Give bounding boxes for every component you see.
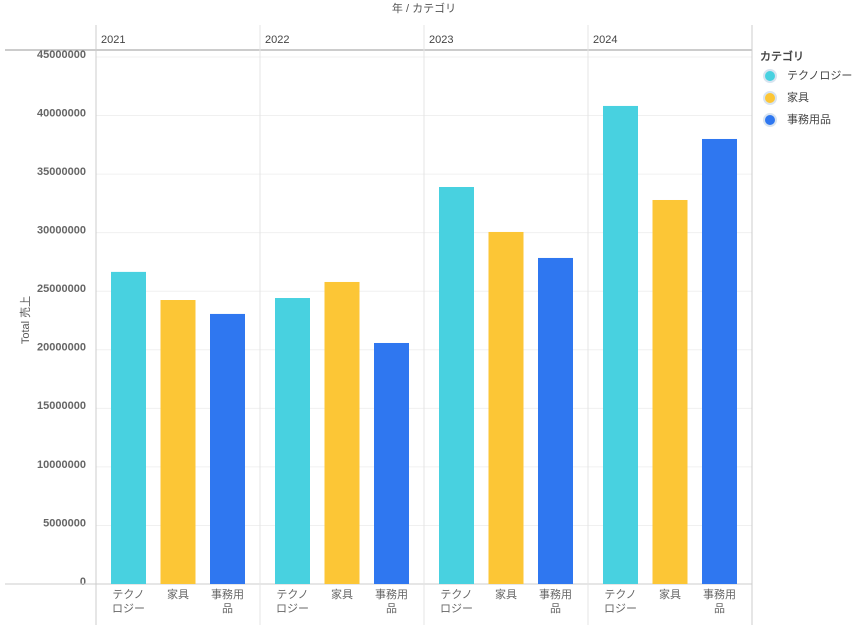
x-tick-label: 家具 [495,589,517,601]
y-tick-label: 0 [80,576,86,588]
bar [538,257,573,584]
y-tick-label: 15000000 [37,400,86,412]
y-tick-label: 40000000 [37,107,86,119]
y-axis-label: Total 売上 [19,296,32,344]
x-tick-label: テクノロジー [112,589,145,615]
legend-label: 事務用品 [787,112,831,126]
bar [702,138,737,584]
legend-swatch [763,69,777,83]
legend-swatch [763,113,777,127]
bar [324,281,360,584]
x-tick-label: 家具 [331,589,353,601]
y-tick-label: 30000000 [37,225,86,237]
bar [160,300,196,584]
legend-swatch [763,91,777,105]
x-tick-label: テクノロジー [604,589,637,615]
legend-label: 家具 [787,90,809,104]
legend-label: テクノロジー [787,69,852,82]
x-tick-label: 家具 [167,589,189,601]
bar [275,298,310,584]
bar [603,105,638,584]
x-axis-label: 年 / カテゴリ [392,1,456,15]
bar [374,342,409,584]
x-tick-label: テクノロジー [440,589,473,615]
y-tick-label: 5000000 [43,517,86,529]
bar [439,186,474,584]
bar [210,313,245,584]
x-tick-label: 事務用品 [703,589,736,615]
facet-label: 2022 [265,34,289,46]
x-tick-label: 事務用品 [211,589,244,615]
y-tick-label: 35000000 [37,166,86,178]
y-tick-label: 10000000 [37,459,86,471]
bar [111,271,146,584]
x-tick-label: テクノロジー [276,589,309,615]
y-tick-label: 25000000 [37,283,86,295]
y-tick-label: 20000000 [37,342,86,354]
facet-label: 2021 [101,34,125,46]
legend-title: カテゴリ [760,49,804,63]
y-tick-label: 45000000 [37,49,86,61]
x-tick-label: 事務用品 [539,589,572,615]
facet-label: 2024 [593,34,617,46]
x-tick-label: 事務用品 [375,589,408,615]
x-tick-label: 家具 [659,589,681,601]
facet-label: 2023 [429,34,453,46]
bar [488,231,524,585]
bar [652,199,688,584]
